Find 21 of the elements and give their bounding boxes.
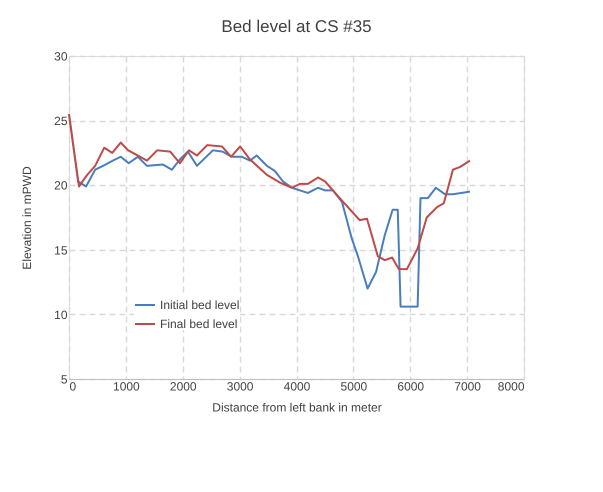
y-tick-label: 15 [54, 243, 68, 258]
x-tick-label: 5000 [340, 380, 368, 394]
x-tick-label: 6000 [397, 380, 424, 394]
legend-label: Final bed level [160, 317, 238, 331]
y-tick-label: 5 [60, 372, 68, 386]
line-series [68, 113, 471, 270]
x-tick-label: 2000 [170, 380, 197, 394]
x-tick-label: 7000 [454, 380, 482, 394]
x-tick-label: 8000 [498, 380, 525, 394]
chart-title: Bed level at CS #35 [221, 17, 372, 36]
x-tick-label: 0 [70, 380, 76, 394]
legend-label: Initial bed level [160, 298, 240, 312]
x-axis-title: Distance from left bank in meter [212, 400, 382, 414]
y-tick-label: 25 [54, 114, 68, 128]
y-tick-label: 20 [54, 178, 68, 193]
x-tick-label: 3000 [226, 380, 254, 394]
y-tick-label: 10 [54, 308, 68, 322]
x-tick-label: 4000 [284, 380, 311, 394]
x-tick-label: 1000 [113, 380, 140, 394]
y-axis-title: Elevation in mPWD [20, 166, 34, 270]
y-tick-label: 30 [54, 50, 68, 64]
